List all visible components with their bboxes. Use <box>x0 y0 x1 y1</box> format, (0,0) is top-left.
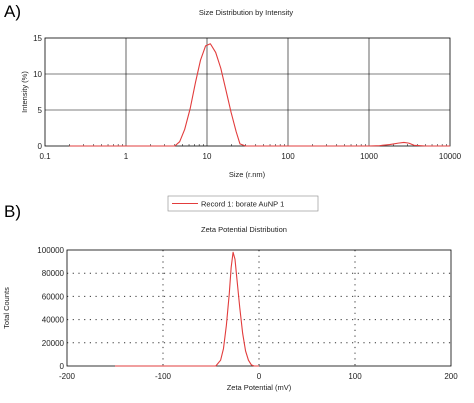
x-tick-label: -200 <box>59 372 76 381</box>
x-tick-label: 0 <box>257 372 262 381</box>
y-tick-label: 15 <box>33 34 42 43</box>
x-tick-label: 1000 <box>360 152 378 161</box>
y-tick-label: 5 <box>38 106 43 115</box>
panel-a-tick-labels: 0.1 1 10 100 1000 10000 0 5 10 15 <box>33 34 462 161</box>
panel-a-y-label: Intensity (%) <box>20 71 29 113</box>
legend: Record 1: borate AuNP 1 <box>167 195 319 212</box>
y-tick-label: 0 <box>38 142 43 151</box>
legend-box <box>167 195 319 212</box>
panel-a-letter: A) <box>4 2 21 21</box>
panel-b-y-label: Total Counts <box>2 287 11 329</box>
series-line-1 <box>115 251 259 367</box>
y-tick-label: 20000 <box>42 339 65 348</box>
panel-a-title: Size Distribution by Intensity <box>199 8 293 17</box>
y-tick-label: 40000 <box>42 316 65 325</box>
y-tick-label: 80000 <box>42 269 65 278</box>
x-tick-label: 0.1 <box>39 152 51 161</box>
y-tick-label: 10 <box>33 70 42 79</box>
x-tick-label: 10000 <box>439 152 462 161</box>
panel-a-x-label: Size (r.nm) <box>229 170 266 179</box>
x-tick-label: 100 <box>348 372 362 381</box>
panel-b-tick-labels: -200 -100 0 100 200 0 20000 40000 60000 80000 1000… <box>37 246 458 381</box>
panel-b-gridlines <box>67 250 451 366</box>
x-tick-label: 200 <box>444 372 458 381</box>
panel-b-title: Zeta Potential Distribution <box>201 225 287 234</box>
panel-a-series <box>69 43 450 147</box>
panel-a-plot-frame <box>44 37 451 147</box>
legend-entry: Record 1: borate AuNP 1 <box>201 200 284 209</box>
x-tick-label: -100 <box>155 372 172 381</box>
panel-b-x-label: Zeta Potential (mV) <box>227 383 292 392</box>
x-tick-label: 100 <box>281 152 295 161</box>
x-tick-label: 10 <box>203 152 212 161</box>
y-tick-label: 100000 <box>37 246 64 255</box>
x-tick-label: 1 <box>124 152 129 161</box>
series-line-1 <box>69 43 450 147</box>
panel-b: B) Record 1: borate AuNP 1 Zeta Potentia… <box>2 195 458 392</box>
panel-a: A) Size Distribution by Intensity 0.1 1 10… <box>4 2 462 179</box>
panel-a-gridlines <box>45 38 450 146</box>
panel-b-letter: B) <box>4 202 21 221</box>
y-tick-label: 0 <box>60 362 65 371</box>
y-tick-label: 60000 <box>42 292 65 301</box>
panel-b-series <box>115 251 259 367</box>
